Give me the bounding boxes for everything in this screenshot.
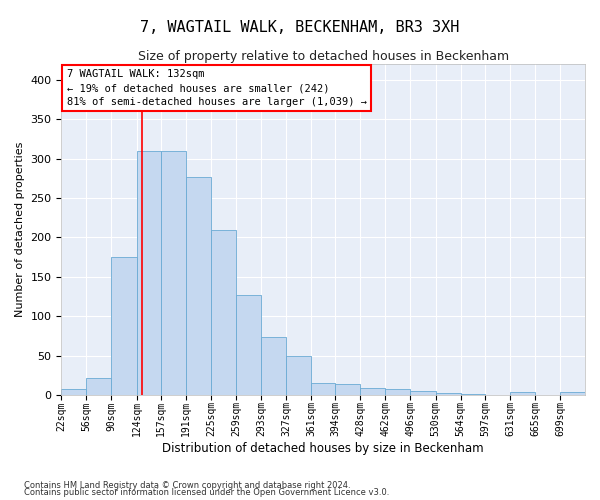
Bar (236, 295, 261, 395)
Bar (410, 391, 436, 395)
X-axis label: Distribution of detached houses by size in Beckenham: Distribution of detached houses by size … (163, 442, 484, 455)
Bar (61, 390, 86, 395)
Bar (385, 388, 410, 395)
Bar (137, 151, 161, 395)
Bar (112, 257, 137, 395)
Bar (311, 383, 335, 395)
Bar (436, 392, 461, 395)
Bar (211, 230, 236, 395)
Bar (161, 151, 186, 395)
Bar (560, 392, 585, 395)
Bar (86, 378, 112, 395)
Bar (335, 384, 361, 395)
Bar (461, 394, 485, 395)
Text: 7 WAGTAIL WALK: 132sqm
← 19% of detached houses are smaller (242)
81% of semi-de: 7 WAGTAIL WALK: 132sqm ← 19% of detached… (67, 69, 367, 107)
Title: Size of property relative to detached houses in Beckenham: Size of property relative to detached ho… (137, 50, 509, 63)
Bar (261, 336, 286, 395)
Bar (286, 356, 311, 395)
Bar (186, 177, 211, 395)
Bar (510, 392, 535, 395)
Bar (361, 388, 385, 395)
Text: Contains public sector information licensed under the Open Government Licence v3: Contains public sector information licen… (24, 488, 389, 497)
Y-axis label: Number of detached properties: Number of detached properties (15, 142, 25, 317)
Text: Contains HM Land Registry data © Crown copyright and database right 2024.: Contains HM Land Registry data © Crown c… (24, 480, 350, 490)
Text: 7, WAGTAIL WALK, BECKENHAM, BR3 3XH: 7, WAGTAIL WALK, BECKENHAM, BR3 3XH (140, 20, 460, 35)
